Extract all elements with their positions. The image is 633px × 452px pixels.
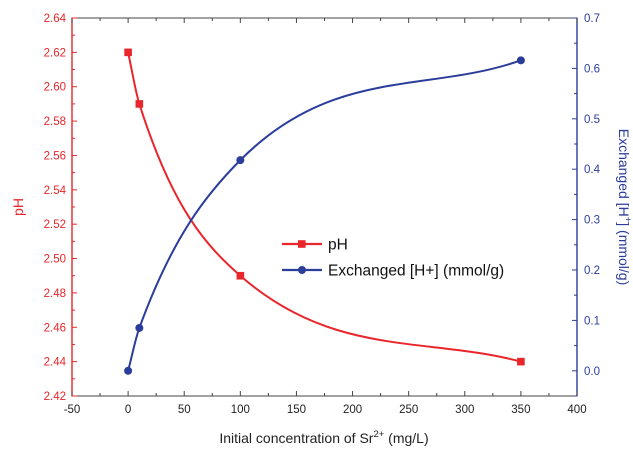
right-tick-label: 0.6 xyxy=(584,63,600,75)
x-tick-label: 400 xyxy=(567,404,586,416)
x-tick-label: 100 xyxy=(231,404,250,416)
x-tick-label: 0 xyxy=(125,404,131,416)
x-tick-label: 300 xyxy=(455,404,474,416)
series-1-point xyxy=(516,56,525,65)
legend-label: pH xyxy=(328,237,348,254)
series-0-point xyxy=(517,357,525,366)
left-tick-label: 2.64 xyxy=(44,13,67,25)
right-tick-label: 0.1 xyxy=(584,315,600,327)
series-1-point xyxy=(135,323,144,332)
left-tick-label: 2.60 xyxy=(44,82,66,94)
left-tick-label: 2.58 xyxy=(44,116,66,128)
right-axis-title: Exchanged [H+] (mmol/g) xyxy=(616,129,633,286)
x-tick-label: -50 xyxy=(64,404,81,416)
series-1-point xyxy=(124,366,133,375)
left-tick-label: 2.54 xyxy=(44,185,67,197)
right-tick-label: 0.3 xyxy=(584,215,600,227)
right-axis-title-main: Exchanged [H xyxy=(616,129,632,217)
x-tick-label: 150 xyxy=(287,404,306,416)
series-0-point xyxy=(124,48,132,57)
x-tick-label: 250 xyxy=(399,404,418,416)
left-tick-label: 2.48 xyxy=(44,288,66,300)
x-axis-title: Initial concentration of Sr2+ (mg/L) xyxy=(219,429,428,446)
series-0-point xyxy=(236,271,245,280)
right-tick-label: 0.0 xyxy=(584,366,600,378)
legend-swatch-marker xyxy=(298,240,306,248)
plot-frame xyxy=(71,17,578,397)
left-tick-label: 2.42 xyxy=(44,391,66,403)
right-tick-label: 0.2 xyxy=(584,265,600,277)
x-axis-title-unit: (mg/L) xyxy=(384,430,428,446)
series-0-point xyxy=(135,100,144,108)
right-axis-title-sup: + xyxy=(622,217,633,223)
x-tick-label: 50 xyxy=(178,404,191,416)
legend-label: Exchanged [H+] (mmol/g) xyxy=(328,263,504,280)
left-axis-title: pH xyxy=(10,198,26,216)
left-tick-label: 2.50 xyxy=(44,254,66,266)
x-tick-label: 200 xyxy=(343,404,362,416)
series-line-0 xyxy=(127,52,522,363)
series-1-point xyxy=(236,156,245,165)
x-axis-title-main: Initial concentration of Sr xyxy=(219,430,373,446)
left-tick-label: 2.44 xyxy=(44,357,67,369)
left-tick-label: 2.56 xyxy=(44,150,66,162)
series-line-1 xyxy=(127,59,522,372)
right-tick-label: 0.7 xyxy=(584,13,600,25)
right-tick-label: 0.4 xyxy=(584,164,601,176)
left-tick-label: 2.62 xyxy=(44,47,66,59)
x-axis-title-sup: 2+ xyxy=(373,429,384,440)
right-axis-title-unit: ] (mmol/g) xyxy=(616,222,632,285)
x-tick-label: 350 xyxy=(511,404,530,416)
left-tick-label: 2.52 xyxy=(44,219,66,231)
left-tick-label: 2.46 xyxy=(44,322,66,334)
legend-swatch-marker xyxy=(298,266,306,274)
right-tick-label: 0.5 xyxy=(584,114,600,126)
